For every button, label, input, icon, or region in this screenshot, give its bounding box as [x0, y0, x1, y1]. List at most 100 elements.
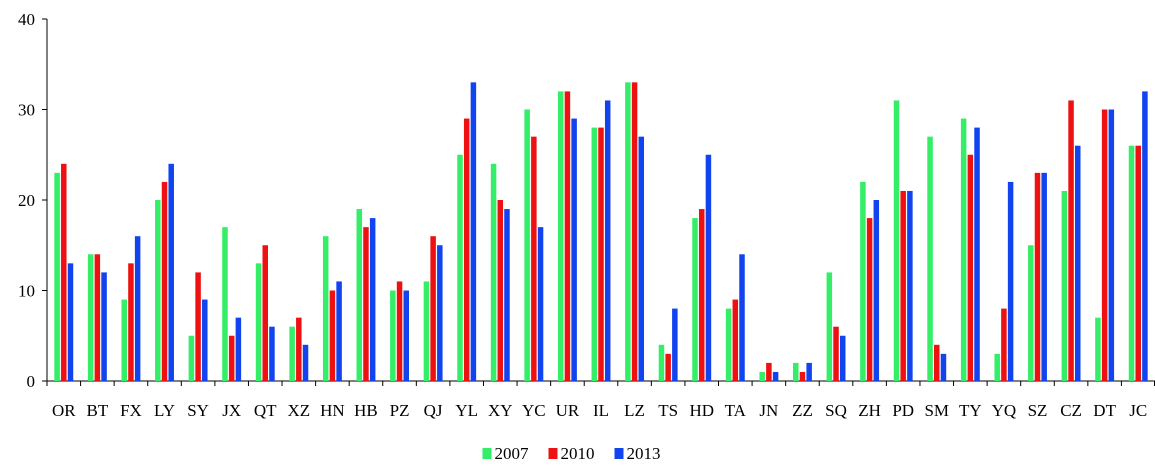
bar-2013-OR	[67, 263, 74, 381]
bar-2013-HB	[369, 218, 376, 381]
bar-2013-HN	[336, 281, 342, 381]
bar-2007-SZ	[1028, 245, 1034, 381]
bar-2007-IL	[591, 127, 598, 381]
y-axis: 0 10 20 30 40	[18, 10, 48, 391]
legend-label-2007: 2007	[495, 444, 530, 463]
bar-2007-YC	[524, 109, 530, 381]
bar-2013-TY	[974, 127, 980, 381]
bar-2013-LZ	[638, 136, 645, 381]
bar-2010-SM	[934, 344, 940, 381]
bar-2010-SZ	[1034, 172, 1041, 381]
bar-2010-JN	[766, 362, 772, 381]
bar-2010-XY	[497, 200, 504, 381]
bar-2007-HB	[356, 209, 363, 381]
bar-2013-SQ	[839, 335, 846, 381]
bar-2010-UR	[564, 91, 571, 382]
bar-2013-IL	[604, 100, 611, 381]
bar-2010-FX	[128, 263, 134, 381]
bar-2010-LY	[161, 181, 168, 381]
bar-2010-YC	[531, 136, 537, 381]
x-tick-label: YQ	[992, 401, 1017, 420]
bar-2010-SY	[195, 272, 201, 381]
bar-2007-TY	[960, 118, 967, 382]
bar-2013-YQ	[1007, 181, 1014, 381]
y-tick-label: 20	[18, 191, 35, 210]
bar-2010-ZH	[866, 218, 873, 381]
x-axis: OR BT FX LY SY JX QT XZ HN HB PZ QJ YL XY YC UR IL LZ TS HD…	[46, 380, 1155, 420]
x-tick-label: SM	[924, 401, 949, 420]
legend: 2007 2010 2013	[482, 444, 661, 463]
bar-2007-PZ	[390, 290, 396, 381]
bar-2013-LY	[168, 163, 174, 381]
x-tick-label: UR	[556, 401, 580, 420]
legend-swatch-2013	[614, 448, 624, 459]
y-tick-label: 10	[18, 282, 35, 301]
x-tick-label: LY	[154, 401, 175, 420]
bar-2013-FX	[134, 236, 141, 381]
x-tick-label: HD	[689, 401, 714, 420]
x-tick-label: BT	[86, 401, 108, 420]
x-tick-label: XY	[488, 401, 513, 420]
bar-2013-JC	[1142, 91, 1148, 382]
x-tick-label: PZ	[390, 401, 410, 420]
x-tick-label: JN	[759, 401, 778, 420]
bar-2007-UR	[557, 91, 564, 382]
bar-2010-TY	[967, 154, 974, 381]
bar-2013-TS	[672, 308, 678, 381]
bar-2013-YL	[470, 82, 477, 381]
x-tick-label: IL	[593, 401, 609, 420]
x-tick-label: YL	[455, 401, 478, 420]
bar-2007-JX	[222, 227, 228, 381]
bar-2013-QJ	[437, 245, 443, 381]
x-tick-label: DT	[1093, 401, 1116, 420]
x-tick-label: XZ	[287, 401, 310, 420]
bar-2010-TS	[665, 353, 671, 381]
bar-2007-QT	[255, 263, 262, 381]
bar-2007-XZ	[289, 326, 295, 381]
x-tick-label: HN	[320, 401, 345, 420]
x-tick-label: OR	[52, 401, 76, 420]
bar-2007-ZZ	[793, 362, 799, 381]
x-tick-label: JC	[1129, 401, 1147, 420]
bar-2013-DT	[1108, 109, 1115, 381]
x-tick-label: ZZ	[792, 401, 813, 420]
bar-2007-FX	[121, 299, 127, 381]
x-tick-label: SQ	[825, 401, 847, 420]
bars	[54, 82, 1148, 382]
x-tick-label: QJ	[424, 401, 443, 420]
x-tick-label: HB	[354, 401, 378, 420]
bar-2007-PD	[893, 100, 900, 381]
bar-2010-ZZ	[799, 371, 806, 381]
y-tick-label: 40	[18, 10, 35, 29]
bar-2010-HB	[363, 227, 369, 381]
bar-2007-SM	[927, 136, 933, 381]
bar-2007-TA	[725, 308, 732, 381]
bar-2013-ZZ	[806, 362, 812, 381]
bar-2007-XY	[490, 163, 497, 381]
bar-2007-TS	[658, 344, 665, 381]
x-tick-label: PD	[892, 401, 914, 420]
bar-2013-PZ	[403, 290, 409, 381]
bar-2007-BT	[87, 254, 94, 381]
legend-label-2013: 2013	[627, 444, 661, 463]
x-tick-label: FX	[120, 401, 142, 420]
y-tick-label: 0	[27, 372, 36, 391]
bar-2013-CZ	[1075, 145, 1081, 381]
bar-2013-BT	[101, 272, 107, 381]
bar-2007-ZH	[860, 181, 866, 381]
bar-2010-JC	[1135, 145, 1141, 381]
bar-2013-QT	[269, 326, 275, 381]
bar-2013-PD	[907, 190, 913, 381]
bar-2007-YQ	[994, 353, 1000, 381]
bar-2007-SQ	[826, 272, 833, 381]
x-tick-label: TS	[658, 401, 678, 420]
bar-2010-XZ	[296, 317, 302, 381]
bar-2010-PZ	[396, 281, 403, 381]
x-tick-label: CZ	[1060, 401, 1082, 420]
bar-2013-TA	[739, 254, 745, 381]
x-tick-label: JX	[222, 401, 241, 420]
bar-2013-SM	[940, 353, 947, 381]
bar-2007-JN	[759, 371, 765, 381]
